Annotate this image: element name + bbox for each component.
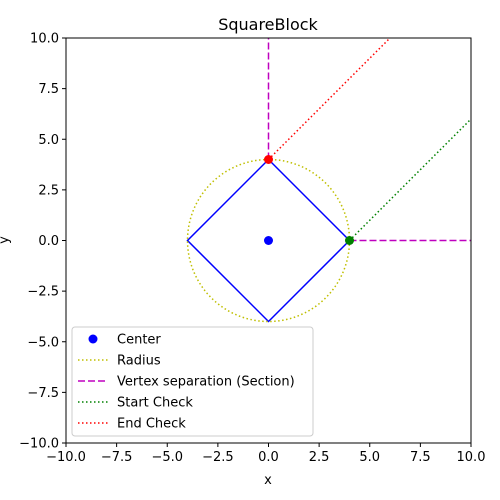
x-tick-label: 7.5 [410, 450, 431, 465]
square-outline [186, 158, 351, 323]
x-tick-label: 5.0 [359, 450, 380, 465]
y-tick-label: 0.0 [38, 234, 59, 249]
x-tick-label: −7.5 [101, 450, 133, 465]
chart-title: SquareBlock [218, 15, 318, 34]
legend-label: End Check [117, 417, 186, 432]
legend-label: Vertex separation (Section) [117, 375, 295, 390]
y-tick-label: 10.0 [30, 32, 59, 47]
y-axis-title: y [0, 236, 12, 244]
axis-ticks: −10.0 −7.5 −5.0 −2.5 0.0 2.5 5.0 7.5 10.0 −10.0 −7… [19, 32, 485, 466]
y-tick-label: −10.0 [19, 437, 59, 452]
markers [264, 155, 354, 245]
end-check-line [267, 38, 391, 161]
y-tick-label: 7.5 [38, 82, 59, 97]
x-tick-label: 0.0 [258, 450, 279, 465]
legend-box [71, 326, 314, 437]
x-tick-label: −2.5 [202, 450, 234, 465]
y-tick-label: 5.0 [38, 133, 59, 148]
start-check-line [348, 118, 471, 242]
x-tick-label: −5.0 [151, 450, 183, 465]
y-tick-label: −5.0 [27, 335, 59, 350]
legend-label: Start Check [117, 396, 193, 411]
center-marker [264, 236, 273, 245]
legend-label: Radius [117, 354, 161, 369]
end-check-marker [264, 155, 273, 164]
y-tick-label: −2.5 [27, 285, 59, 300]
legend-label: Center [117, 333, 161, 348]
x-axis-title: x [264, 473, 272, 488]
x-tick-label: 2.5 [309, 450, 330, 465]
x-tick-label: −10.0 [46, 450, 86, 465]
y-tick-label: 2.5 [38, 183, 59, 198]
legend-center-handle [88, 334, 98, 344]
y-tick-label: −7.5 [27, 386, 59, 401]
start-check-marker [345, 236, 354, 245]
legend: Center Radius Vertex separation (Section) S… [71, 326, 314, 437]
x-tick-label: 10.0 [457, 450, 486, 465]
